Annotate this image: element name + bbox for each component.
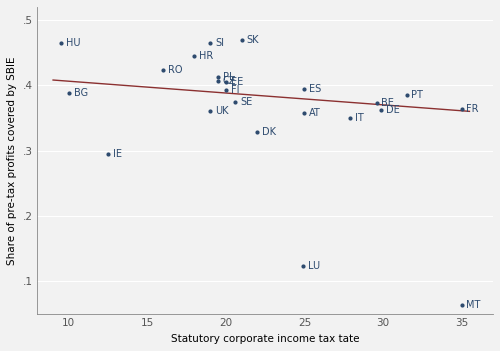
Text: AT: AT [309, 108, 321, 118]
Text: HU: HU [66, 38, 80, 48]
Text: DE: DE [386, 105, 400, 115]
Text: MT: MT [466, 300, 480, 310]
Y-axis label: Share of pre-tax profits covered by SBIE: Share of pre-tax profits covered by SBIE [7, 56, 17, 265]
Text: IE: IE [113, 149, 122, 159]
Text: IT: IT [355, 113, 364, 123]
Text: PT: PT [412, 90, 423, 100]
Text: RO: RO [168, 65, 182, 75]
Text: HR: HR [199, 51, 214, 61]
Text: SI: SI [215, 39, 224, 48]
Text: UK: UK [215, 106, 228, 116]
Text: SE: SE [240, 97, 252, 107]
Text: ES: ES [309, 84, 322, 93]
Text: FI: FI [230, 85, 239, 95]
Text: PL: PL [223, 72, 234, 82]
Text: LU: LU [308, 261, 320, 271]
Text: BG: BG [74, 88, 88, 98]
Text: DK: DK [262, 127, 276, 137]
Text: FR: FR [466, 104, 479, 114]
Text: SK: SK [246, 34, 259, 45]
Text: CZ: CZ [223, 76, 236, 86]
X-axis label: Statutory corporate income tax tate: Statutory corporate income tax tate [171, 334, 360, 344]
Text: EE: EE [230, 77, 243, 87]
Text: BE: BE [382, 98, 394, 108]
